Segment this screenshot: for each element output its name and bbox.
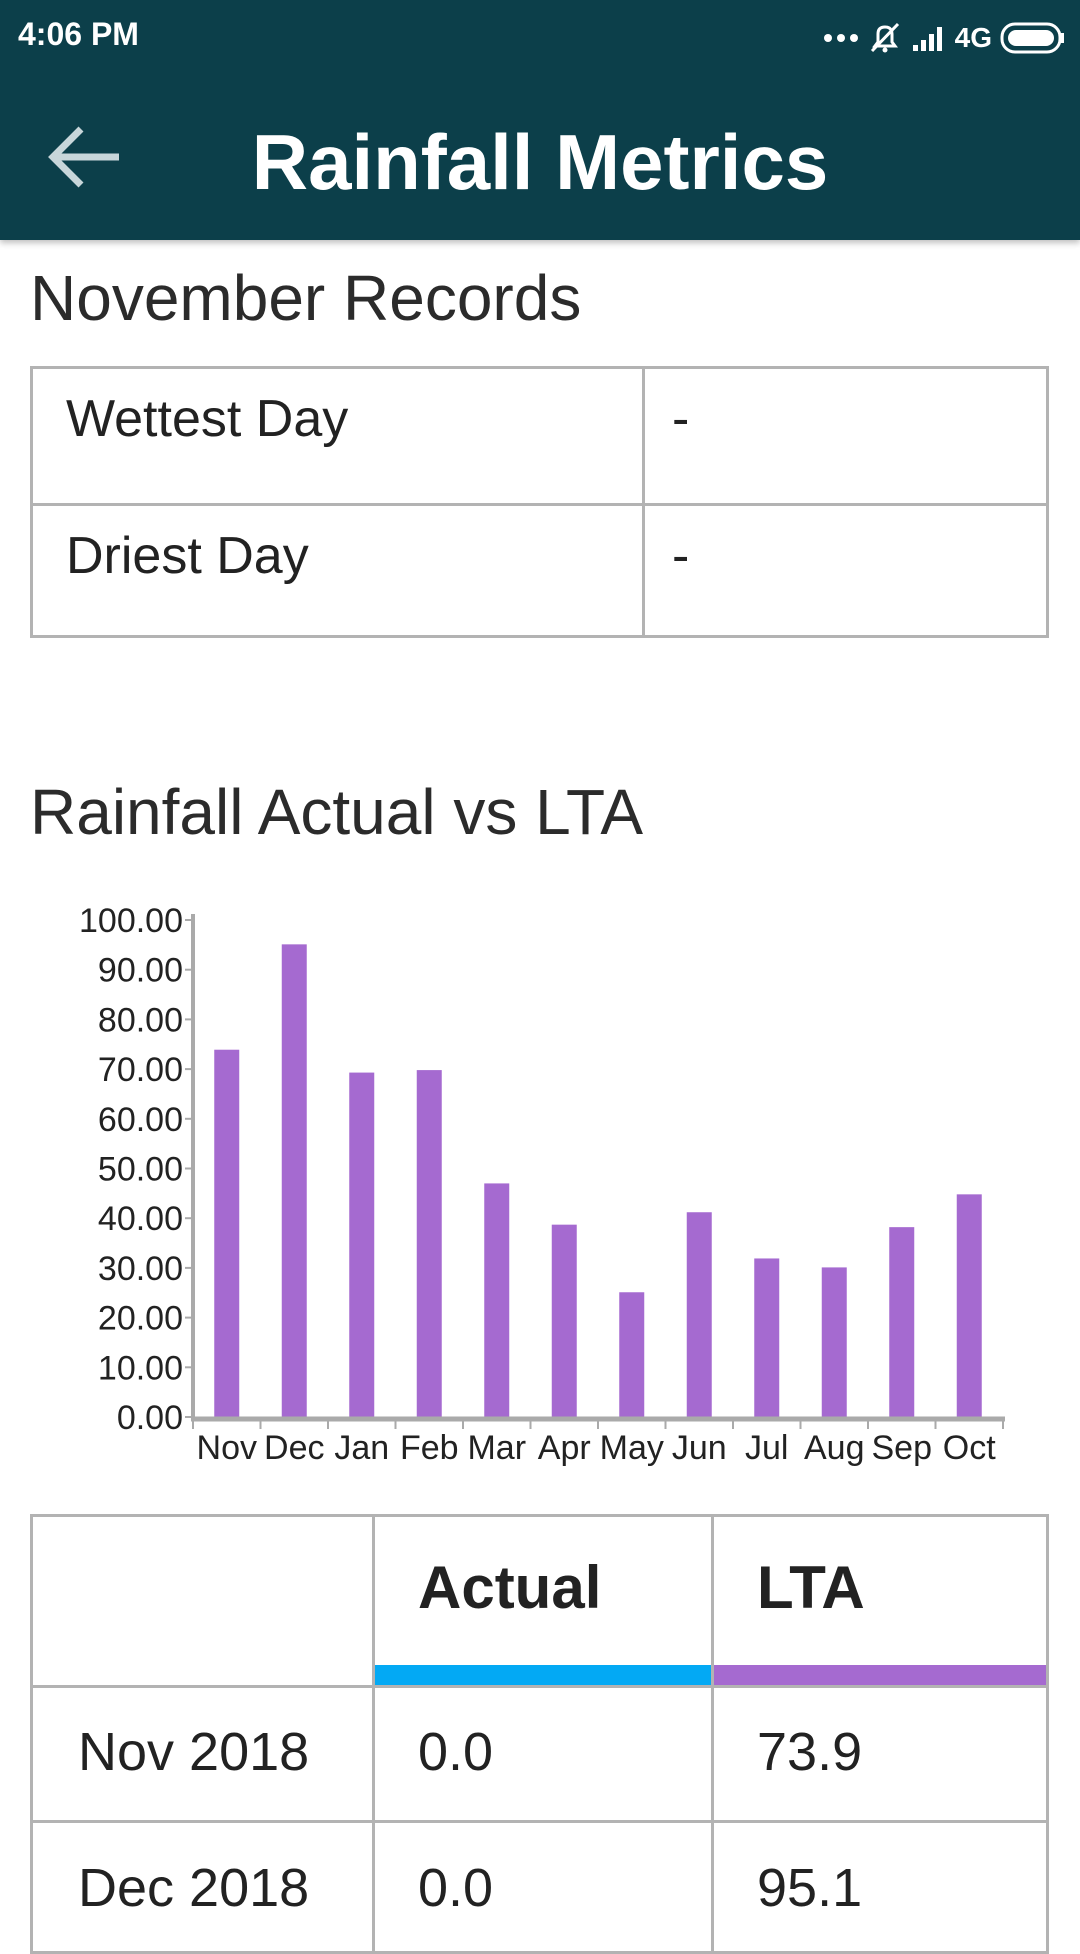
x-tick-label: Feb: [400, 1429, 459, 1467]
x-tick-label: Aug: [804, 1429, 865, 1467]
x-tick-label: Jan: [334, 1429, 389, 1467]
y-tick-label: 0.00: [117, 1399, 183, 1437]
x-tick-label: Jul: [745, 1429, 788, 1467]
records-divider: [642, 369, 645, 635]
app-bar: 4:06 PM 4G Rainfall Metrics: [0, 0, 1080, 240]
lta-legend-bar: [714, 1665, 1046, 1685]
bar-dec: [281, 944, 307, 1417]
y-tick-label: 60.00: [98, 1101, 183, 1139]
records-row: Wettest Day -: [33, 369, 1046, 503]
y-tick-label: 30.00: [98, 1250, 183, 1288]
status-icons: 4G: [823, 14, 1066, 62]
bar-nov: [214, 1049, 240, 1417]
x-tick-label: Jun: [672, 1429, 727, 1467]
x-tick-label: Apr: [538, 1429, 591, 1467]
arrow-left-icon: [48, 126, 119, 188]
wettest-day-label: Wettest Day: [66, 390, 349, 448]
records-row: Driest Day -: [33, 503, 1046, 640]
rainfall-table: Actual LTA Nov 2018 0.0 73.9 Dec 2018 0.…: [30, 1514, 1049, 1954]
x-tick-label: Dec: [264, 1429, 324, 1467]
y-tick-label: 70.00: [98, 1051, 183, 1089]
bar-feb: [416, 1070, 442, 1417]
records-title: November Records: [30, 262, 582, 334]
lta-column-header: LTA: [757, 1554, 865, 1621]
table-divider: [33, 1820, 1046, 1823]
table-divider: [372, 1517, 375, 1951]
x-tick-label: Sep: [872, 1429, 933, 1467]
bar-sep: [889, 1227, 915, 1417]
wettest-day-value: -: [672, 390, 690, 448]
period-cell: Nov 2018: [78, 1722, 310, 1782]
records-table: Wettest Day - Driest Day -: [30, 366, 1049, 638]
bar-jul: [754, 1258, 780, 1417]
actual-column-header: Actual: [418, 1554, 602, 1621]
x-tick-label: Nov: [197, 1429, 257, 1467]
x-tick-label: Oct: [943, 1429, 996, 1467]
y-tick-label: 10.00: [98, 1349, 183, 1387]
actual-legend-bar: [375, 1665, 711, 1685]
driest-day-value: -: [672, 527, 690, 585]
table-divider: [711, 1517, 714, 1951]
bar-jun: [686, 1212, 712, 1417]
bar-mar: [484, 1183, 510, 1417]
signal-icon: [912, 27, 942, 51]
table-divider: [33, 1685, 1046, 1688]
y-tick-label: 50.00: [98, 1151, 183, 1189]
period-cell: Dec 2018: [78, 1858, 310, 1918]
actual-cell: 0.0: [418, 1858, 494, 1918]
network-type: 4G: [954, 22, 992, 53]
y-tick-label: 80.00: [98, 1001, 183, 1039]
x-tick-label: Mar: [467, 1429, 526, 1467]
battery-icon: [1000, 22, 1064, 54]
y-tick-label: 40.00: [98, 1200, 183, 1238]
chart-title: Rainfall Actual vs LTA: [30, 776, 643, 848]
actual-cell: 0.0: [418, 1722, 494, 1782]
status-time: 4:06 PM: [18, 16, 139, 52]
lta-cell: 73.9: [757, 1722, 863, 1782]
bar-apr: [551, 1224, 577, 1417]
x-tick-label: May: [600, 1429, 664, 1467]
page-title: Rainfall Metrics: [251, 118, 829, 206]
bar-aug: [821, 1267, 847, 1417]
y-tick-label: 90.00: [98, 952, 183, 990]
bar-oct: [956, 1194, 982, 1417]
rainfall-bar-chart: 0.00 10.00 20.00 30.00 40.00 50.00 60.00 70.00 8…: [79, 902, 1005, 1467]
lta-cell: 95.1: [757, 1858, 863, 1918]
y-tick-label: 20.00: [98, 1300, 183, 1338]
y-tick-label: 100.00: [79, 902, 183, 940]
more-dots-icon: [823, 34, 858, 42]
bar-jan: [349, 1072, 375, 1417]
bar-may: [619, 1292, 645, 1417]
muted-bell-icon: [870, 22, 899, 53]
back-button[interactable]: [40, 112, 130, 202]
driest-day-label: Driest Day: [66, 527, 309, 585]
